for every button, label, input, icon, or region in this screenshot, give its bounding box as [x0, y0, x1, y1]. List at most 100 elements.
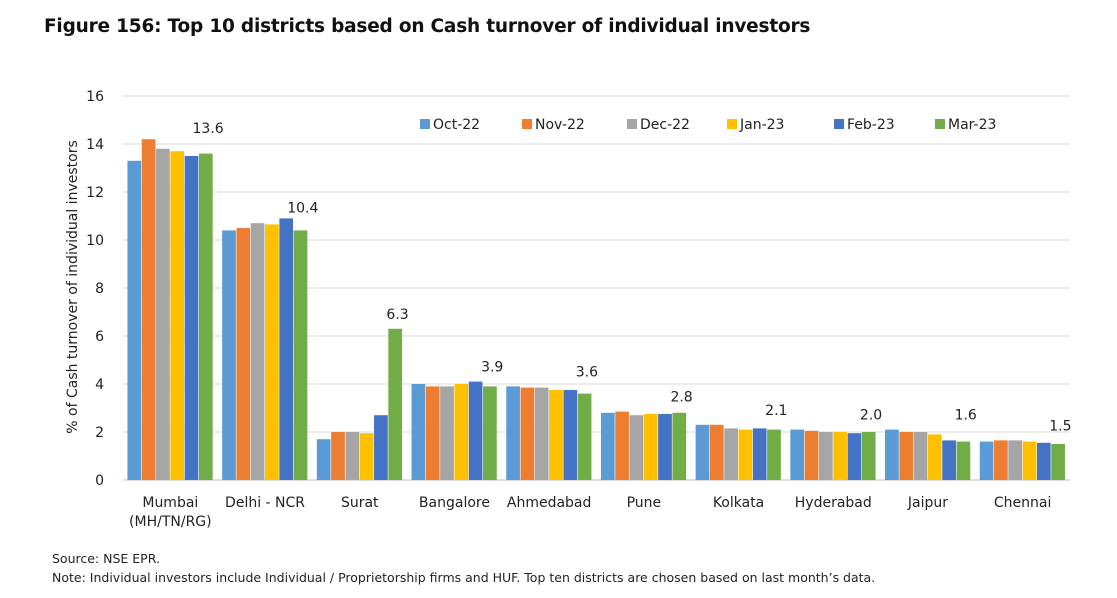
y-axis-label: % of Cash turnover of individual investo…: [65, 140, 81, 433]
bar-feb-23: [658, 414, 672, 480]
data-label: 3.9: [481, 360, 503, 376]
bar-nov-22: [709, 424, 724, 480]
bar-jan-23: [549, 390, 563, 480]
data-label: 10.4: [287, 200, 318, 216]
legend: Oct-22 Nov-22 Dec-22 Jan-23 Feb-23 Mar-23: [420, 117, 996, 133]
bar-mar-23: [1051, 444, 1065, 480]
data-label: 1.6: [955, 408, 977, 424]
x-category-label: Ahmedabad: [507, 495, 592, 511]
bar-feb-23: [279, 218, 294, 480]
bar-oct-22: [600, 412, 615, 480]
bar-jan-23: [738, 429, 753, 480]
bar-jan-23: [833, 432, 847, 480]
legend-swatch-oct-22: [420, 119, 430, 129]
bar-nov-22: [899, 432, 914, 480]
source-note: Source: NSE EPR.: [52, 551, 160, 566]
y-tick-label: 12: [86, 185, 104, 201]
bars: [127, 139, 1065, 481]
x-category-label: Pune: [627, 495, 662, 511]
bar-feb-23: [942, 440, 956, 480]
bar-dec-22: [629, 415, 644, 480]
bar-dec-22: [534, 387, 549, 480]
data-label: 3.6: [576, 364, 598, 380]
legend-swatch-feb-23: [834, 119, 844, 129]
x-category-label: (MH/TN/RG): [129, 514, 212, 530]
bar-feb-23: [847, 433, 862, 480]
x-category-label: Delhi - NCR: [225, 495, 305, 511]
bar-oct-22: [790, 429, 805, 480]
bar-feb-23: [374, 415, 388, 480]
bar-jan-23: [170, 151, 185, 480]
x-category-label: Hyderabad: [795, 495, 872, 511]
bar-oct-22: [885, 429, 899, 480]
x-category-label: Jaipur: [907, 495, 948, 511]
data-label: 6.3: [386, 307, 408, 323]
y-tick-label: 2: [95, 425, 104, 441]
data-label: 2.0: [860, 408, 882, 424]
y-tick-label: 4: [95, 377, 104, 393]
bar-nov-22: [615, 411, 629, 480]
bar-feb-23: [184, 156, 199, 480]
bar-jan-23: [927, 434, 942, 480]
bar-oct-22: [411, 384, 426, 480]
legend-label: Mar-23: [948, 117, 996, 133]
bar-nov-22: [236, 228, 251, 480]
bar-oct-22: [695, 424, 710, 480]
bar-oct-22: [979, 441, 994, 480]
data-label: 2.1: [765, 403, 787, 419]
legend-label: Nov-22: [535, 117, 585, 133]
bar-jan-23: [265, 224, 279, 480]
bar-mar-23: [293, 230, 308, 480]
legend-label: Dec-22: [640, 117, 690, 133]
bar-mar-23: [861, 432, 876, 480]
bar-dec-22: [440, 386, 454, 480]
bar-dec-22: [724, 428, 738, 480]
bar-feb-23: [468, 381, 483, 480]
bar-mar-23: [198, 153, 213, 480]
bar-mar-23: [577, 393, 592, 480]
y-tick-label: 6: [95, 329, 104, 345]
bar-dec-22: [156, 148, 170, 481]
bar-mar-23: [767, 429, 781, 480]
y-tick-label: 16: [86, 89, 104, 105]
bar-nov-22: [141, 139, 156, 480]
x-category-label: Surat: [341, 495, 379, 511]
legend-label: Oct-22: [433, 117, 480, 133]
bar-mar-23: [956, 441, 971, 480]
bar-feb-23: [563, 390, 578, 480]
bar-dec-22: [250, 223, 265, 480]
gridlines: [123, 95, 1070, 481]
x-category-label: Mumbai: [142, 495, 198, 511]
legend-swatch-mar-23: [935, 119, 945, 129]
x-category-label: Chennai: [994, 495, 1051, 511]
bar-feb-23: [1036, 442, 1051, 480]
y-tick-label: 8: [95, 281, 104, 297]
bar-dec-22: [345, 432, 360, 480]
figure-title: Figure 156: Top 10 districts based on Ca…: [44, 16, 811, 37]
bar-feb-23: [752, 428, 767, 480]
bar-nov-22: [520, 387, 535, 480]
bar-oct-22: [506, 386, 520, 480]
x-category-label: Kolkata: [713, 495, 764, 511]
bar-jan-23: [1022, 441, 1037, 480]
bar-nov-22: [804, 430, 819, 480]
legend-label: Feb-23: [847, 117, 895, 133]
data-label: 1.5: [1049, 418, 1071, 434]
bar-nov-22: [425, 386, 440, 480]
data-label: 2.8: [670, 390, 692, 406]
legend-swatch-jan-23: [727, 119, 737, 129]
bar-dec-22: [818, 432, 833, 480]
legend-label: Jan-23: [739, 117, 784, 133]
bar-jan-23: [643, 414, 658, 480]
footnote: Note: Individual investors include Indiv…: [52, 570, 876, 585]
bar-oct-22: [316, 439, 331, 480]
bar-mar-23: [672, 412, 687, 480]
y-tick-label: 14: [86, 137, 104, 153]
bar-jan-23: [359, 433, 374, 480]
data-label: 13.6: [193, 121, 224, 137]
bar-jan-23: [454, 384, 469, 480]
y-tick-label: 0: [95, 473, 104, 489]
bar-dec-22: [913, 432, 928, 480]
x-category-label: Bangalore: [419, 495, 490, 511]
